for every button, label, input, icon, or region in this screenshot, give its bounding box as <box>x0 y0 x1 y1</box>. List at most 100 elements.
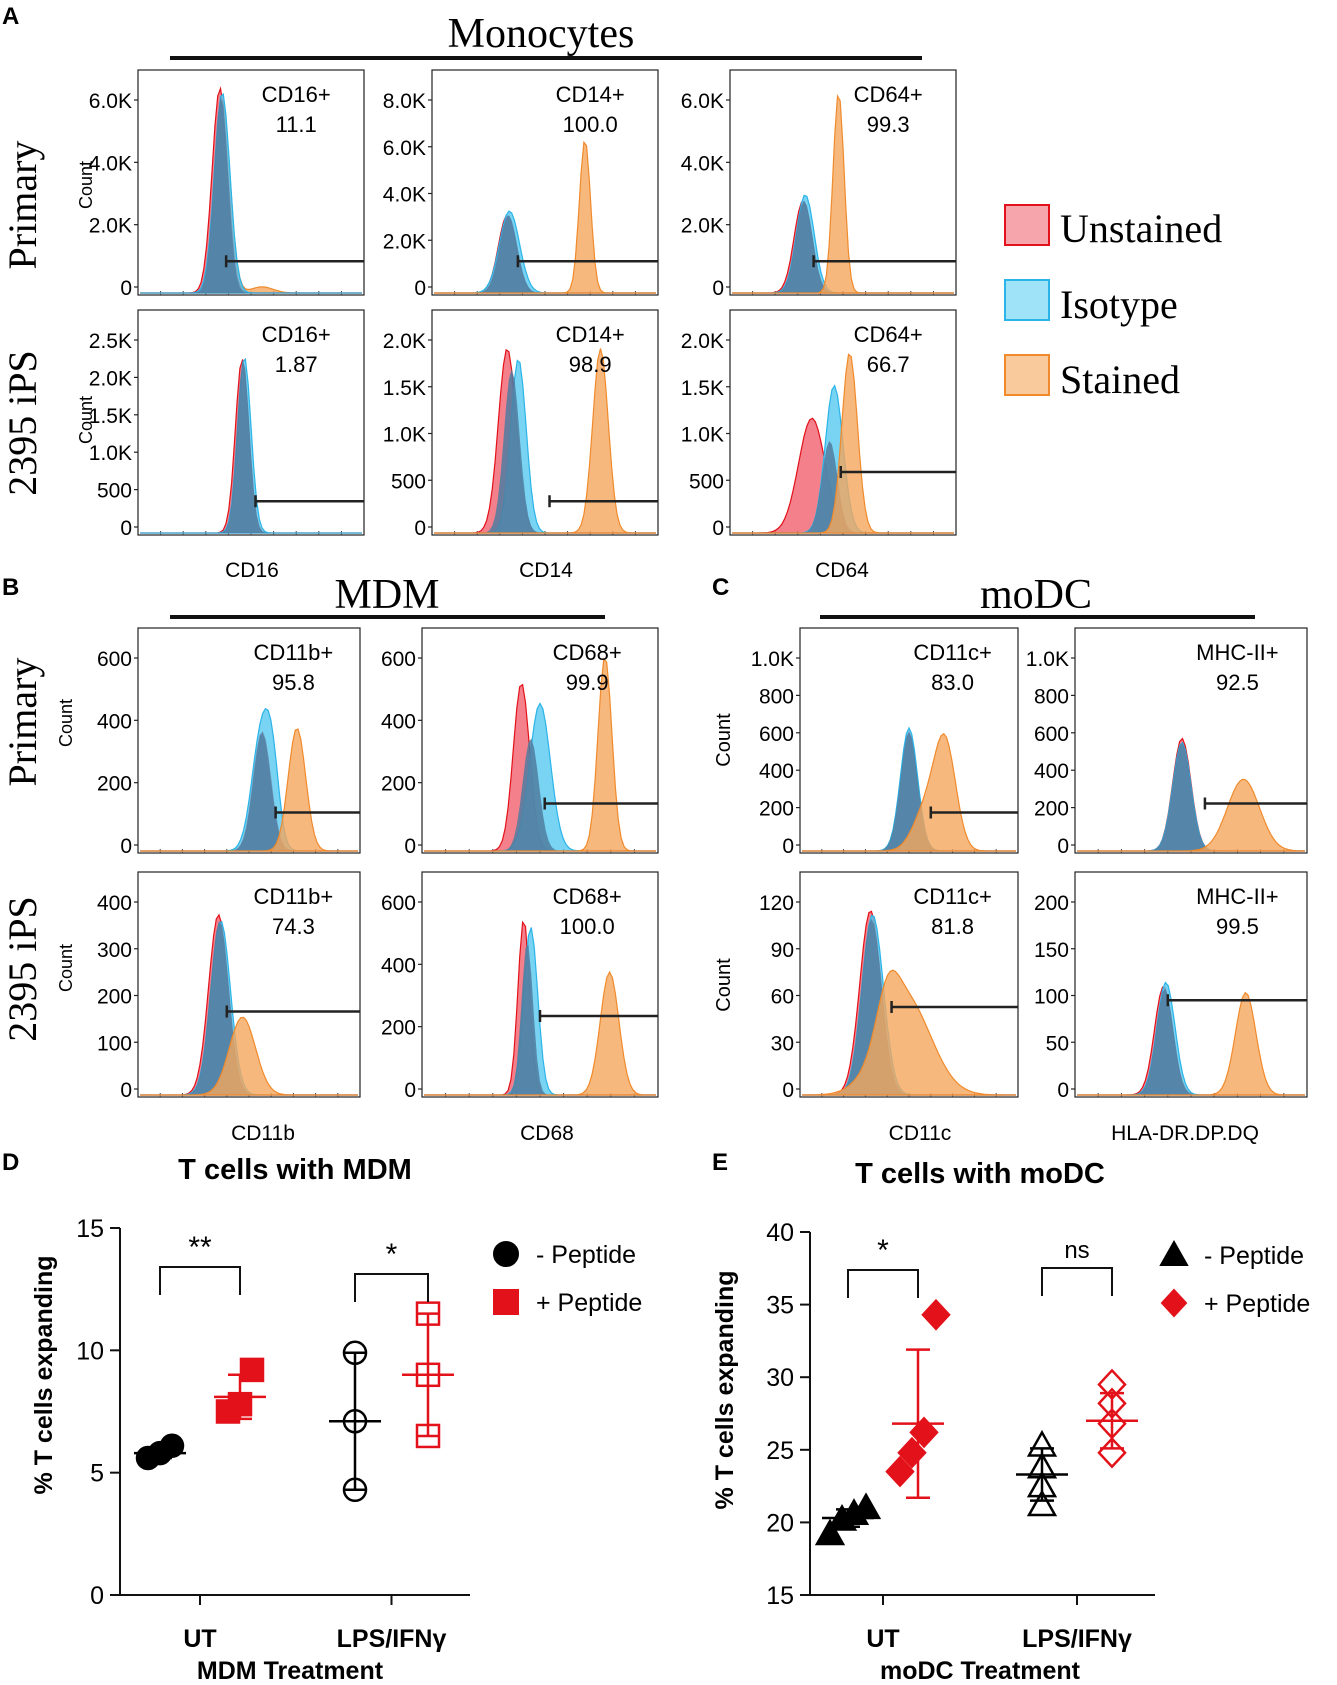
x-tick-label: UT <box>866 1625 899 1653</box>
histogram-curve-overlap <box>802 732 1016 851</box>
significance-bracket <box>1041 1267 1113 1296</box>
histogram-curve-stained <box>424 970 656 1096</box>
histogram-gate-name: CD16+ <box>262 322 331 347</box>
significance-label: ns <box>1064 1237 1089 1264</box>
histogram-tick-label: 150 <box>1034 939 1069 962</box>
data-point <box>850 1492 882 1520</box>
panel-d-ylabel: % T cells expanding <box>30 1256 58 1495</box>
legend-label-unstained: Unstained <box>1060 206 1222 251</box>
histogram-c4: 200 150 100 50 0 MHC-II+ 99.5 <box>1034 871 1308 1102</box>
histogram-tick-label: 8.0K <box>383 90 426 113</box>
histogram-curve-stained <box>140 728 358 852</box>
histogram-curve-overlap <box>802 918 1016 1095</box>
histogram-curve-unstained <box>434 348 656 534</box>
data-point <box>1026 1489 1058 1517</box>
legend-label: + Peptide <box>536 1289 642 1317</box>
panel-letter-b: B <box>2 574 19 601</box>
panel-e-ylabel: % T cells expanding <box>711 1271 739 1510</box>
histogram-curve-overlap <box>434 369 656 533</box>
histogram-tick-label: 0 <box>712 277 724 300</box>
legend-swatch-stained <box>1004 354 1050 396</box>
panel-c-xlabel-cd11c: CD11c <box>889 1122 952 1145</box>
histogram-curve-stained <box>802 732 1016 852</box>
histogram-tick-label: 1.5K <box>383 377 426 400</box>
histogram-tick-label: 500 <box>391 470 426 493</box>
significance-bracket <box>159 1266 241 1295</box>
histogram-tick-label: 6.0K <box>383 137 426 160</box>
histogram-tick-label: 0 <box>414 277 426 300</box>
histogram-tick-label: 0 <box>120 517 132 540</box>
histogram-tick-label: 1.5K <box>681 377 724 400</box>
y-tick-label: 10 <box>76 1337 104 1365</box>
histogram-tick-label: 1.0K <box>681 424 724 447</box>
histogram-tick-label: 6.0K <box>681 90 724 113</box>
histogram-tick-label: 200 <box>97 986 132 1009</box>
significance-label: * <box>877 1234 889 1267</box>
data-point <box>415 1423 441 1449</box>
legend-marker <box>1160 1288 1188 1318</box>
histogram-tick-label: 200 <box>1034 798 1069 821</box>
histogram-tick-label: 2.5K <box>89 330 132 353</box>
histogram-tick-label: 4.0K <box>89 152 132 175</box>
histogram-curve-stained <box>1077 991 1305 1096</box>
panel-c-count-label-1: Count <box>713 713 735 767</box>
y-tick-label: 0 <box>90 1582 104 1610</box>
data-point <box>342 1340 368 1366</box>
legend-marker <box>493 1241 519 1267</box>
histogram-tick-label: 200 <box>759 798 794 821</box>
histogram-tick-label: 0 <box>414 517 426 540</box>
histogram-tick-label: 400 <box>97 892 132 915</box>
histogram-tick-label: 600 <box>381 648 416 671</box>
data-point <box>814 1518 846 1546</box>
panel-letter-c: C <box>712 574 729 601</box>
data-point <box>909 1416 939 1449</box>
histogram-a2: 8.0K 6.0K 4.0K 2.0K 0 CD14+ 100.0 <box>383 69 659 300</box>
panel-b-xlabel-cd68: CD68 <box>520 1122 574 1145</box>
panel-a-count-label-1: Count <box>76 161 96 209</box>
histogram-tick-label: 0 <box>782 835 794 858</box>
histogram-curve-unstained <box>1077 986 1305 1096</box>
legend-label: - Peptide <box>536 1241 636 1269</box>
histogram-gate-name: MHC-II+ <box>1196 884 1279 909</box>
panel-a-xlabel-cd14: CD14 <box>519 559 573 582</box>
histogram-curve-stained <box>140 98 362 294</box>
histogram-tick-label: 100 <box>1034 986 1069 1009</box>
histogram-gate-value: 99.5 <box>1216 914 1259 939</box>
histogram-curve-stained <box>434 348 656 534</box>
histogram-tick-label: 1.5K <box>89 405 132 428</box>
y-tick-label: 25 <box>766 1437 794 1465</box>
histogram-tick-label: 2.0K <box>383 330 426 353</box>
histogram-curve-stained <box>802 969 1016 1096</box>
histogram-tick-label: 800 <box>759 685 794 708</box>
histogram-curve-overlap <box>140 732 358 851</box>
histogram-tick-label: 4.0K <box>383 184 426 207</box>
histogram-gate-name: CD14+ <box>556 82 625 107</box>
histogram-tick-label: 4.0K <box>681 152 724 175</box>
histogram-layer: 6.0K 4.0K 2.0K 0 CD16+ 11.1 8.0K 6.0K 4.0K 2.0K 0 C… <box>89 69 1308 1102</box>
panel-c-xlabel-hla: HLA-DR.DP.DQ <box>1111 1122 1259 1145</box>
histogram-gate-name: CD11b+ <box>254 884 334 909</box>
panel-c-count-label-2: Count <box>713 958 735 1012</box>
panel-b-xlabel-cd11b: CD11b <box>231 1122 295 1145</box>
histogram-gate-value: 100.0 <box>563 112 618 137</box>
histogram-tick-label: 1.0K <box>751 648 794 671</box>
legend-marker <box>1159 1239 1189 1266</box>
histogram-gate-name: CD11b+ <box>254 640 334 665</box>
chart-e: 15 20 25 30 35 40 UT LPS/IFNγ * ns - Peptide + Pept… <box>766 1219 1310 1653</box>
histogram-tick-label: 200 <box>97 773 132 796</box>
histogram-tick-label: 0 <box>404 835 416 858</box>
panel-e-title: T cells with moDC <box>855 1158 1105 1190</box>
histogram-c1: 1.0K 800 600 400 200 0 CD11c+ 83.0 <box>751 627 1019 858</box>
histogram-gate-value: 66.7 <box>867 352 910 377</box>
legend-swatch-unstained <box>1004 204 1050 246</box>
histogram-tick-label: 2.0K <box>89 367 132 390</box>
histogram-tick-label: 100 <box>97 1032 132 1055</box>
histogram-gate-value: 100.0 <box>560 914 615 939</box>
histogram-tick-label: 500 <box>97 480 132 503</box>
histogram-tick-label: 400 <box>381 710 416 733</box>
histogram-curve-overlap <box>424 738 656 851</box>
histogram-gate-name: MHC-II+ <box>1196 640 1279 665</box>
histogram-tick-label: 1.0K <box>383 424 426 447</box>
data-point <box>415 1362 441 1388</box>
histogram-gate-value: 1.87 <box>275 352 318 377</box>
